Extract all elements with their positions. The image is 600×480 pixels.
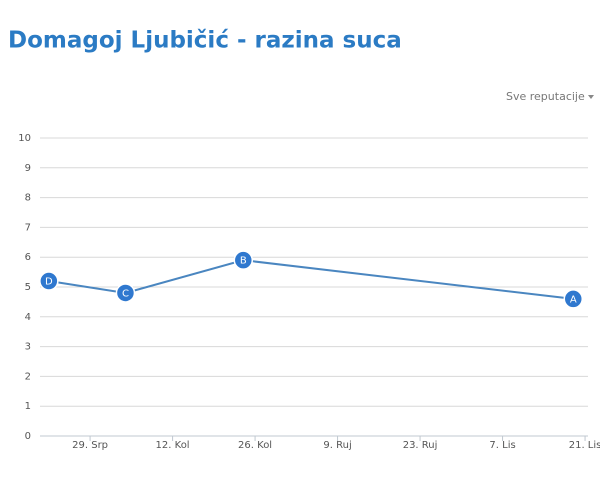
- reputation-filter[interactable]: Sve reputacije: [506, 90, 585, 103]
- marker: [115, 283, 136, 303]
- y-tick-label: 0: [25, 431, 31, 442]
- x-tick-label: 9. Ruj: [323, 440, 351, 451]
- x-tick-label: 29. Srp: [72, 440, 108, 451]
- x-tick-label: 21. Lis: [569, 440, 600, 451]
- marker: [39, 271, 59, 291]
- y-tick-label: 8: [25, 193, 31, 204]
- y-tick-label: 10: [18, 133, 31, 144]
- y-tick-label: 2: [25, 371, 31, 382]
- marker-label: D: [45, 277, 53, 288]
- x-tick-label: 12. Kol: [156, 440, 190, 451]
- y-tick-label: 6: [25, 252, 31, 263]
- x-tick-label: 7. Lis: [489, 440, 515, 451]
- page-title: Domagoj Ljubičić - razina suca: [8, 28, 402, 54]
- y-tick-label: 4: [25, 312, 31, 323]
- y-tick-label: 9: [25, 163, 31, 174]
- line: [48, 259, 574, 300]
- marker: [233, 250, 254, 270]
- y-tick-label: 3: [25, 342, 31, 353]
- x-tick-label: 26. Kol: [238, 440, 272, 451]
- x-tick-label: 23. Ruj: [403, 440, 438, 451]
- marker-label: B: [240, 256, 247, 267]
- dropdown-arrow[interactable]: [588, 95, 594, 99]
- y-tick-label: 5: [25, 282, 31, 293]
- y-tick-label: 7: [25, 222, 31, 233]
- marker-label: C: [122, 288, 129, 299]
- marker: [563, 289, 584, 309]
- y-tick-label: 1: [25, 401, 31, 412]
- marker-label: A: [570, 294, 577, 305]
